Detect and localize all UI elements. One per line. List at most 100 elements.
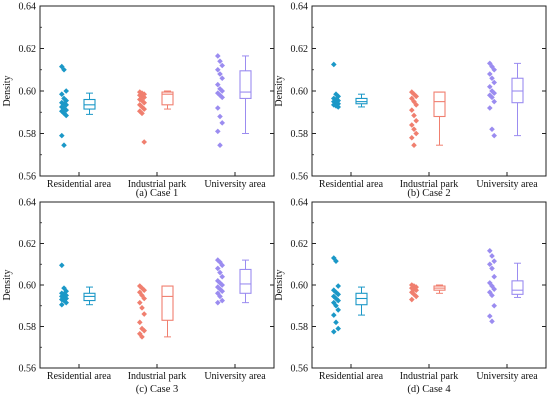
x-tick-label: Residential area <box>47 179 112 190</box>
y-tick-label: 0.60 <box>291 87 309 98</box>
data-point <box>141 94 147 101</box>
group-industrial-park: Industrial park <box>128 283 186 382</box>
y-tick-label: 0.64 <box>291 2 309 13</box>
data-point <box>139 285 145 291</box>
data-point <box>487 60 493 67</box>
group-residential-area: Residential area <box>47 63 112 190</box>
group-industrial-park: Industrial park <box>128 89 187 190</box>
data-point <box>335 104 341 110</box>
data-point <box>333 319 339 326</box>
data-point <box>139 110 145 117</box>
plot-frame <box>311 201 547 369</box>
data-point <box>141 99 147 106</box>
data-point <box>331 102 337 108</box>
data-point <box>333 258 339 264</box>
panel-caption: (b) Case 2 <box>407 188 450 199</box>
data-point <box>215 128 221 135</box>
data-point <box>215 265 221 272</box>
data-point <box>411 286 417 292</box>
data-point <box>335 307 341 313</box>
data-point <box>219 273 225 280</box>
data-point <box>409 107 415 113</box>
group-industrial-park: Industrial park <box>400 89 458 190</box>
data-point <box>141 139 147 145</box>
data-point <box>413 293 419 300</box>
y-tick-label: 0.58 <box>19 129 37 140</box>
data-point <box>215 284 221 290</box>
data-point <box>335 325 341 332</box>
plot-frame <box>39 5 275 177</box>
data-point <box>219 120 225 126</box>
panel-caption: (c) Case 3 <box>136 384 179 395</box>
data-point <box>335 93 341 100</box>
data-point <box>141 106 147 112</box>
data-point <box>139 334 145 340</box>
x-tick-label: Industrial park <box>400 371 459 382</box>
data-point <box>489 265 495 272</box>
data-point <box>331 61 337 68</box>
box <box>239 70 252 99</box>
data-point <box>331 287 337 293</box>
group-university-area: University area <box>476 60 538 190</box>
y-axis-label: Density <box>2 269 13 300</box>
x-tick-label: Industrial park <box>128 179 187 190</box>
x-tick-label: University area <box>204 371 266 382</box>
data-point <box>491 132 497 139</box>
y-tick-label: 0.58 <box>19 322 37 333</box>
data-point <box>487 105 493 111</box>
data-point <box>137 299 143 306</box>
x-tick-label: Residential area <box>319 371 384 382</box>
box <box>239 268 252 294</box>
chart-panel-1: 0.56 0.58 0.60 0.62 0.64 Density Residential a… <box>2 2 275 199</box>
data-point <box>491 302 497 309</box>
y-axis-label: Density <box>274 75 285 106</box>
y-tick-label: 0.60 <box>19 281 37 292</box>
data-point <box>409 296 415 303</box>
data-point <box>217 71 223 77</box>
data-point <box>137 102 143 108</box>
panel-caption: (d) Case 4 <box>407 384 451 395</box>
data-point <box>331 95 337 102</box>
data-point <box>215 278 221 284</box>
data-point <box>139 305 145 311</box>
data-point <box>217 142 223 148</box>
data-point <box>59 296 65 303</box>
box <box>161 285 174 321</box>
group-university-area: University area <box>204 53 266 190</box>
x-tick-label: Residential area <box>319 179 384 190</box>
data-point <box>409 285 415 291</box>
data-point <box>137 283 143 289</box>
data-point <box>217 293 223 300</box>
data-point <box>215 290 221 297</box>
data-point <box>137 92 143 99</box>
data-point <box>491 286 497 292</box>
data-point <box>489 94 495 101</box>
data-point <box>61 285 67 291</box>
data-point <box>487 313 493 319</box>
data-point <box>63 295 69 302</box>
data-point <box>331 312 337 318</box>
data-point <box>413 102 419 108</box>
y-tick-label: 0.62 <box>291 239 309 250</box>
data-point <box>141 287 147 293</box>
data-point <box>59 290 65 297</box>
data-point <box>333 302 339 309</box>
data-point <box>413 284 419 290</box>
chart-panel-3: 0.56 0.58 0.60 0.62 0.64 Density Residential a… <box>2 198 275 395</box>
y-tick-label: 0.56 <box>19 172 37 183</box>
data-point <box>217 113 223 120</box>
data-point <box>411 142 417 148</box>
data-point <box>219 288 225 295</box>
box <box>433 91 446 118</box>
data-point <box>335 291 341 298</box>
data-point <box>219 94 225 101</box>
y-tick-label: 0.60 <box>19 87 37 98</box>
data-point <box>489 75 495 82</box>
data-point <box>61 291 67 298</box>
data-point <box>489 292 495 299</box>
group-residential-area: Residential area <box>319 255 384 382</box>
y-tick-label: 0.58 <box>291 322 309 333</box>
data-point <box>63 299 69 306</box>
data-point <box>61 142 67 148</box>
y-tick-label: 0.64 <box>19 2 37 13</box>
